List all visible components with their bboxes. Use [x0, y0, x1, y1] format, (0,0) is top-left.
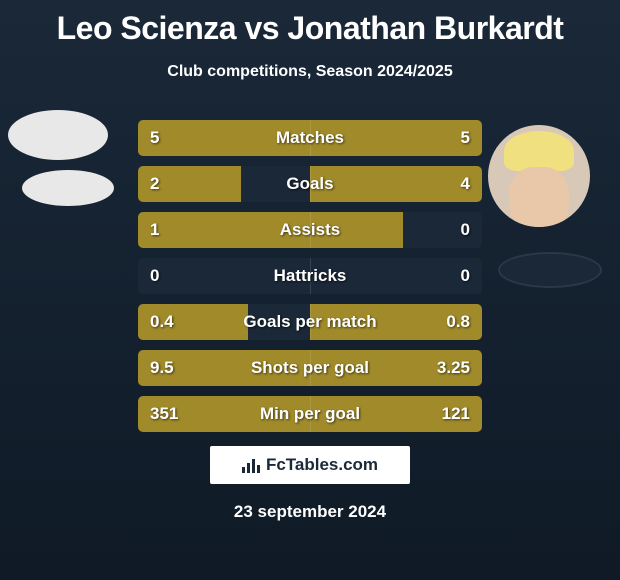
stat-value-left: 1 [150, 212, 159, 248]
stat-label: Hattricks [138, 258, 482, 294]
stat-value-right: 0 [461, 212, 470, 248]
brand-badge: FcTables.com [210, 446, 410, 484]
stat-value-left: 5 [150, 120, 159, 156]
bars-icon [242, 457, 260, 473]
brand-text: FcTables.com [266, 455, 378, 475]
stat-row: Min per goal351 121 [138, 396, 482, 432]
stat-value-left: 0.4 [150, 304, 174, 340]
stat-row: Matches5 5 [138, 120, 482, 156]
stats-chart: Matches55Goals24Assists10Hattricks00Goal… [138, 120, 482, 442]
stat-value-right: 4 [461, 166, 470, 202]
player-right-avatar [488, 125, 590, 227]
stat-value-right: 5 [461, 120, 470, 156]
stat-row: Goals2 4 [138, 166, 482, 202]
stat-value-left: 351 [150, 396, 178, 432]
stat-label: Goals per match [138, 304, 482, 340]
stat-row: Shots per goal9.5 3.25 [138, 350, 482, 386]
stat-value-right: 0 [461, 258, 470, 294]
stat-label: Shots per goal [138, 350, 482, 386]
stat-value-right: 121 [442, 396, 470, 432]
page-title: Leo Scienza vs Jonathan Burkardt [0, 0, 620, 47]
stat-value-left: 9.5 [150, 350, 174, 386]
stat-value-left: 2 [150, 166, 159, 202]
stat-value-right: 0.8 [446, 304, 470, 340]
stat-label: Min per goal [138, 396, 482, 432]
stat-value-left: 0 [150, 258, 159, 294]
stat-row: Assists1 0 [138, 212, 482, 248]
player-right-badge-placeholder [498, 252, 602, 288]
stat-label: Assists [138, 212, 482, 248]
subtitle: Club competitions, Season 2024/2025 [0, 63, 620, 81]
stat-value-right: 3.25 [437, 350, 470, 386]
player-left-badge-placeholder [22, 170, 114, 206]
footer-date: 23 september 2024 [0, 502, 620, 522]
stat-row: Goals per match0.4 0.8 [138, 304, 482, 340]
player-left-avatar-placeholder [8, 110, 108, 160]
stat-label: Goals [138, 166, 482, 202]
stat-label: Matches [138, 120, 482, 156]
stat-row: Hattricks0 0 [138, 258, 482, 294]
